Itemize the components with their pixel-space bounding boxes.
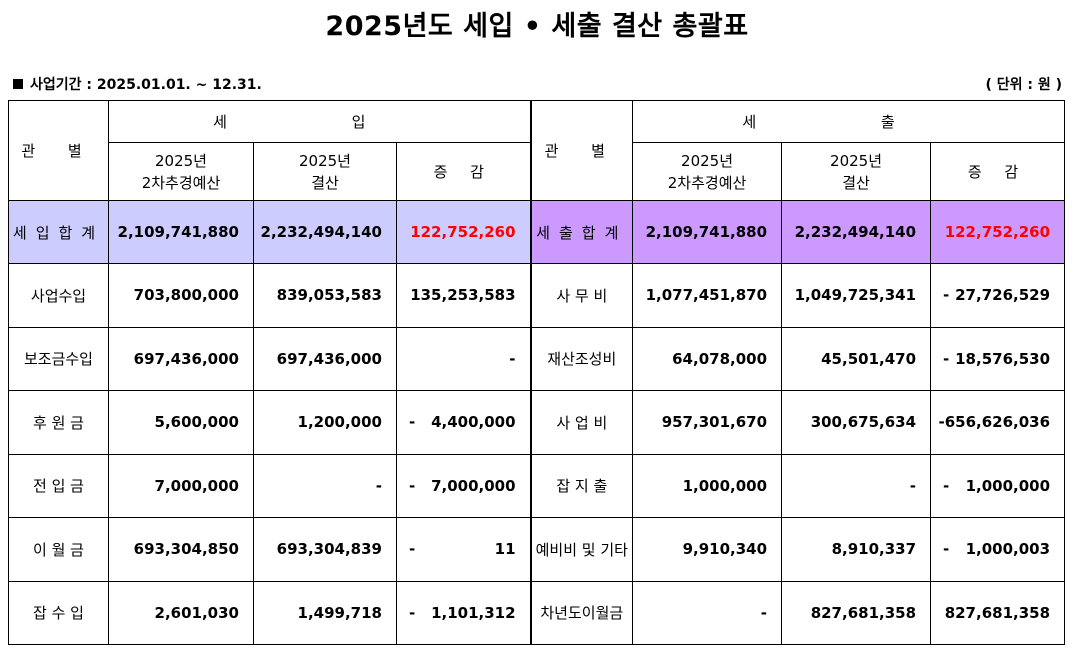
income-item-settle: 1,200,000 [253,390,397,455]
expense-diff-header: 증 감 [930,142,1066,201]
expense-item-diff: -1,000,003 [930,517,1066,582]
expense-total-budget: 2,109,741,880 [632,200,783,264]
expense-category-header: 관 별 [530,100,634,201]
diff-value: 1,000,000 [965,476,1051,495]
income-item-settle: 693,304,839 [253,517,397,582]
page-title: 2025년도 세입 • 세출 결산 총괄표 [325,11,749,42]
negative-sign: - [409,476,416,495]
expense-budget-header: 2025년 2차추경예산 [632,142,783,201]
expense-item-diff: 827,681,358 [930,580,1066,645]
expense-item-label: 사 무 비 [530,263,634,328]
expense-item-budget: 9,910,340 [632,517,783,582]
diff-value: 1,101,312 [431,603,516,622]
income-item-label: 이 월 금 [8,517,109,582]
table-row: 보조금수입 697,436,000 697,436,000- 재산조성비 64,078,… [8,326,1066,391]
expense-item-diff: -27,726,529 [930,263,1066,328]
table-row: 사업수입 703,800,000 839,053,583 135,253,583 사 무… [8,263,1066,328]
expense-item-settle: - [781,453,932,518]
income-total-settle: 2,232,494,140 [253,200,397,264]
expense-total-label: 세출합계 [530,200,634,264]
income-settle-header: 2025년 결산 [253,142,397,201]
income-category-header: 관 별 [8,100,109,201]
income-total-budget: 2,109,741,880 [108,200,254,264]
diff-value: 1,000,003 [965,540,1051,559]
expense-item-label: 잡 지 출 [530,453,634,518]
diff-value: 7,000,000 [431,476,516,495]
table-row: 잡 수 입 2,601,030 1,499,718-1,101,312 차년도이월금 -… [8,580,1066,645]
negative-sign: - [943,540,950,559]
expense-item-budget: - [632,580,783,645]
period-label: 사업기간 : 2025.01.01. ~ 12.31. [13,74,262,94]
expense-settle-header: 2025년 결산 [781,142,932,201]
income-group-header: 세 입 [107,100,532,143]
negative-sign: - [409,540,416,559]
expense-item-settle: 8,910,337 [781,517,932,582]
expense-item-settle: 300,675,634 [781,390,932,455]
expense-item-budget: 64,078,000 [632,326,783,391]
income-item-settle: 839,053,583 [253,263,397,328]
income-item-label: 사업수입 [8,263,109,328]
negative-sign: - [943,349,950,368]
negative-sign: - [943,476,950,495]
table-row: 전 입 금 7,000,000- -7,000,000 잡 지 출 1,000,000-… [8,453,1066,518]
income-total-diff: 122,752,260 [395,200,532,264]
expense-item-diff: -1,000,000 [930,453,1066,518]
income-total-label: 세입합계 [8,200,109,264]
negative-sign: - [409,413,416,432]
expense-item-settle: 827,681,358 [781,580,932,645]
expense-total-settle: 2,232,494,140 [781,200,932,264]
income-budget-header: 2025년 2차추경예산 [108,142,254,201]
table-row: 이 월 금 693,304,850 693,304,839-11 예비비 및 기타 9,… [8,517,1066,582]
income-item-label: 후 원 금 [8,390,109,455]
expense-item-label: 사 업 비 [530,390,634,455]
income-item-label: 보조금수입 [8,326,109,391]
income-item-diff: - [395,326,532,391]
expense-item-settle: 45,501,470 [781,326,932,391]
expense-item-budget: 1,077,451,870 [632,263,783,328]
diff-value: 27,726,529 [955,286,1051,305]
income-item-diff: -1,101,312 [395,580,532,645]
expense-item-label: 예비비 및 기타 [530,517,634,582]
income-item-diff: -4,400,000 [395,390,532,455]
expense-item-diff: -656,626,036 [930,390,1066,455]
diff-value: 11 [494,540,516,559]
expense-group-header: 세 출 [632,100,1066,143]
income-item-budget: 7,000,000 [108,453,254,518]
income-item-budget: 5,600,000 [108,390,254,455]
expense-item-label: 재산조성비 [530,326,634,391]
income-item-label: 잡 수 입 [8,580,109,645]
income-item-settle: 697,436,000 [253,326,397,391]
income-item-diff: -7,000,000 [395,453,532,518]
diff-value: 4,400,000 [431,413,516,432]
table-row: 후 원 금 5,600,000 1,200,000-4,400,000 사 업 비 95… [8,390,1066,455]
unit-label: ( 단위 : 원 ) [985,77,1062,93]
expense-item-diff: -18,576,530 [930,326,1066,391]
expense-item-budget: 957,301,670 [632,390,783,455]
income-item-budget: 2,601,030 [108,580,254,645]
income-item-settle: - [253,453,397,518]
negative-sign: - [409,603,416,622]
income-diff-header: 증 감 [395,142,532,201]
expense-item-label: 차년도이월금 [530,580,634,645]
square-bullet-icon [13,79,23,89]
settlement-table: 관 별 세 입 관 별 세 출 2025년 2차추경예산 2025년 결산 증 감 … [8,100,1066,645]
expense-item-budget: 1,000,000 [632,453,783,518]
period-text: 사업기간 : 2025.01.01. ~ 12.31. [30,77,262,93]
expense-item-settle: 1,049,725,341 [781,263,932,328]
income-item-settle: 1,499,718 [253,580,397,645]
income-item-diff: 135,253,583 [395,263,532,328]
expense-total-diff: 122,752,260 [930,200,1066,264]
income-item-budget: 697,436,000 [108,326,254,391]
income-item-budget: 693,304,850 [108,517,254,582]
income-item-label: 전 입 금 [8,453,109,518]
income-item-budget: 703,800,000 [108,263,254,328]
diff-value: 18,576,530 [955,349,1051,368]
income-item-diff: - 11 [395,517,532,582]
negative-sign: - [943,286,950,305]
